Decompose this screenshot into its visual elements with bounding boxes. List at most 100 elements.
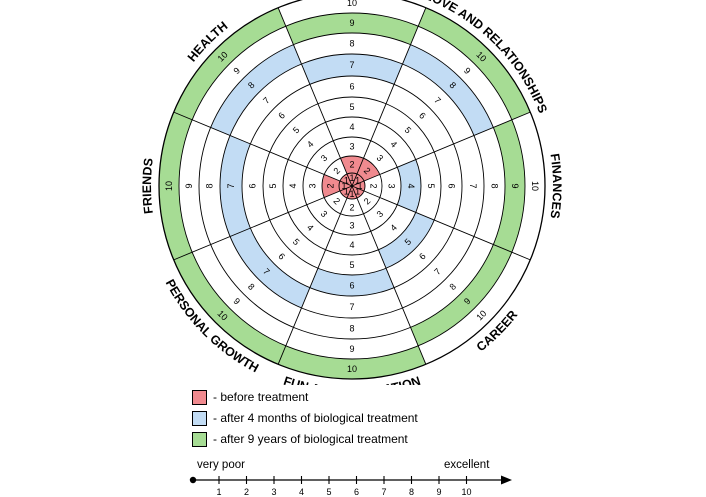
scale-tick-label-8: 8 [409,487,414,497]
score-number-family-8: 8 [349,39,354,49]
score-number-friends-3: 3 [308,183,318,188]
cell-finances-8 [473,127,505,245]
scale-tick-label-10: 10 [461,487,471,497]
cell-career-6 [386,220,454,288]
cell-finances-3 [379,167,401,205]
ring-lines [158,0,546,380]
ring-6 [241,75,463,297]
score-number-personal-growth-10: 10 [216,308,230,322]
cell-personal-growth-2 [324,190,348,214]
score-number-personal-growth-1: 1 [344,187,349,197]
cell-love-and-relationships-6 [386,84,454,152]
cell-personal-growth-8 [210,236,302,328]
cell-friends-9 [179,119,211,253]
cell-family-1 [347,173,357,186]
score-number-health-5: 5 [291,125,302,136]
scale-tick-label-7: 7 [381,487,386,497]
cell-health-6 [250,84,318,152]
cell-personal-growth-6 [250,220,318,288]
category-label-finances: FINANCES [548,153,565,220]
cell-friends-8 [199,127,231,245]
spoke-lines [173,7,531,365]
score-number-fun-and-recreation-2: 2 [349,203,354,213]
legend-swatch-9-years [192,431,207,447]
cell-family-10 [278,0,426,27]
cell-health-7 [230,64,310,144]
ring-3 [302,136,402,236]
spoke-3 [351,111,531,187]
score-number-health-2: 2 [331,165,342,176]
ring-4 [282,116,422,256]
score-number-love-and-relationships-3: 3 [375,153,386,164]
score-number-finances-10: 10 [530,181,540,191]
cell-health-3 [306,140,341,175]
cell-health-10 [173,7,286,120]
cell-health-2 [324,158,348,182]
score-number-love-and-relationships-4: 4 [388,139,399,150]
cell-health-4 [288,122,334,168]
score-number-finances-1: 1 [357,181,362,191]
cell-fun-and-recreation-3 [333,213,371,235]
score-number-love-and-relationships-6: 6 [417,110,428,121]
spoke-7 [173,185,353,261]
cell-love-and-relationships-10 [418,7,531,120]
scale-tick-label-3: 3 [271,487,276,497]
score-number-personal-growth-7: 7 [261,266,272,277]
legend-swatch-before [192,389,207,405]
scale-tick-label-2: 2 [244,487,249,497]
score-number-career-3: 3 [375,209,386,220]
score-number-fun-and-recreation-1: 1 [349,189,354,199]
cell-family-6 [309,76,395,104]
ring-7 [219,53,485,319]
cell-family-8 [293,33,411,65]
cell-health-9 [192,26,294,128]
cell-love-and-relationships-4 [370,122,416,168]
score-number-fun-and-recreation-3: 3 [349,221,354,231]
cell-fun-and-recreation-10 [278,345,426,379]
sector-cells [158,0,545,379]
cell-family-2 [340,156,364,174]
score-number-finances-8: 8 [490,183,500,188]
score-number-love-and-relationships-5: 5 [403,125,414,136]
cell-fun-and-recreation-6 [309,268,395,296]
score-number-career-8: 8 [447,281,458,292]
cell-friends-1 [339,181,352,191]
cell-family-9 [285,13,419,45]
cell-personal-growth-3 [306,197,341,232]
cell-family-5 [317,97,387,123]
score-number-fun-and-recreation-8: 8 [349,324,354,334]
score-number-personal-growth-2: 2 [331,196,342,207]
cell-finances-1 [352,181,365,191]
legend-label-9-years: - after 9 years of biological treatment [213,432,408,446]
score-number-friends-9: 9 [184,183,194,188]
score-number-career-7: 7 [432,266,443,277]
spoke-2 [351,7,427,187]
score-number-family-9: 9 [349,18,354,28]
cell-finances-6 [434,143,462,229]
cell-friends-10 [158,112,193,260]
score-number-career-10: 10 [474,308,488,322]
cell-career-8 [402,236,494,328]
score-number-love-and-relationships-2: 2 [362,165,373,176]
score-number-health-6: 6 [276,110,287,121]
score-number-family-4: 4 [349,122,354,132]
score-number-finances-6: 6 [447,183,457,188]
score-number-personal-growth-8: 8 [246,281,257,292]
cell-career-9 [410,244,512,346]
cell-career-5 [378,212,435,269]
category-label-friends: FRIENDS [140,157,156,214]
cell-personal-growth-5 [269,212,326,269]
score-number-personal-growth-6: 6 [276,251,287,262]
cell-finances-2 [364,174,383,198]
cell-fun-and-recreation-1 [347,186,357,200]
cell-career-10 [418,252,531,365]
cell-fun-and-recreation-5 [317,249,387,276]
legend-label-before: - before treatment [213,390,309,404]
cell-love-and-relationships-3 [363,140,398,175]
cell-friends-5 [263,151,289,221]
score-number-career-1: 1 [355,187,360,197]
cell-love-and-relationships-8 [402,44,494,136]
score-number-career-2: 2 [362,196,373,207]
score-number-personal-growth-4: 4 [305,222,316,233]
